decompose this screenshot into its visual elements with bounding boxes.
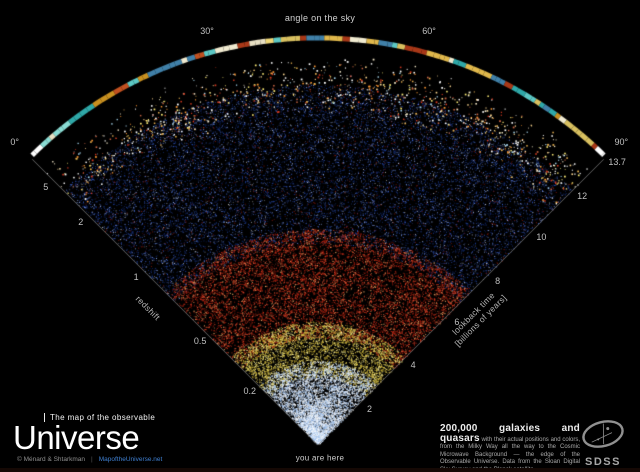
- angle-tick-90: 90°: [614, 136, 629, 147]
- angle-tick-60: 60°: [422, 25, 436, 36]
- caption: 200,000 galaxies and quasars with their …: [440, 423, 580, 472]
- website-link[interactable]: MapoftheUniverse.net: [98, 456, 163, 463]
- lookback-tick-13.7: 13.7: [608, 156, 626, 167]
- redshift-tick-0.5: 0.5: [193, 336, 207, 347]
- origin-label: you are here: [295, 453, 345, 463]
- angle-tick-30: 30°: [200, 25, 214, 36]
- lookback-tick-8: 8: [495, 275, 501, 286]
- title-block: The map of the observable Universe © Mén…: [13, 413, 162, 463]
- lookback-tick-2: 2: [366, 404, 373, 415]
- credit-separator: |: [91, 456, 93, 463]
- caption-lead: 200,000 galaxies and quasars: [440, 423, 580, 444]
- redshift-tick-2: 2: [78, 216, 84, 227]
- angle-axis-title: angle on the sky: [284, 13, 356, 23]
- title-kicker-row: The map of the observable: [44, 413, 162, 422]
- sdss-globe-icon: [582, 420, 624, 448]
- bottom-strip: [0, 468, 640, 472]
- redshift-tick-1: 1: [133, 272, 139, 283]
- sdss-logo-text: SDSS: [585, 456, 621, 468]
- lookback-tick-10: 10: [536, 232, 547, 243]
- angle-tick-0: 0°: [10, 136, 19, 147]
- lookback-tick-12: 12: [577, 191, 588, 202]
- credit-row: © Ménard & Shtarkman | MapoftheUniverse.…: [17, 456, 162, 463]
- page-title: Universe: [13, 419, 140, 456]
- title-kicker: The map of the observable: [50, 413, 156, 422]
- redshift-tick-5: 5: [43, 182, 49, 192]
- sdss-logo: SDSS: [579, 419, 627, 468]
- lookback-tick-6: 6: [454, 316, 460, 327]
- redshift-tick-0.2: 0.2: [243, 385, 257, 396]
- title-divider-bar: [44, 413, 45, 422]
- lookback-tick-4: 4: [410, 360, 416, 371]
- credit-text: © Ménard & Shtarkman: [17, 456, 86, 463]
